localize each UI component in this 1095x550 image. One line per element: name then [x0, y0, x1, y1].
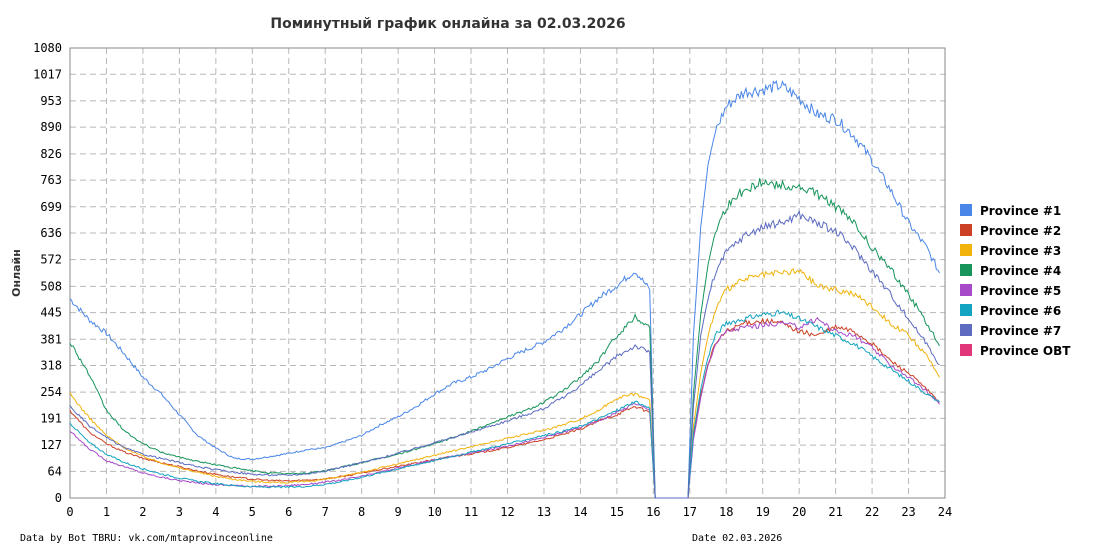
legend-label: Province #4: [980, 264, 1061, 278]
plot-frame: [69, 47, 946, 499]
series-line: [69, 178, 940, 499]
x-tick-label: 5: [249, 505, 256, 519]
y-tick-label: 127: [40, 438, 62, 452]
series-line: [69, 267, 940, 499]
legend-swatch: [960, 204, 972, 216]
legend-swatch: [960, 304, 972, 316]
x-tick-label: 1: [103, 505, 110, 519]
grid: [70, 47, 945, 498]
legend-label: Province #2: [980, 224, 1061, 238]
x-tick-label: 17: [683, 505, 697, 519]
y-axis-ticks: 0 64 127 191 254 318 381 445 508 572 636 699 763 826 8…: [33, 41, 62, 505]
x-tick-label: 9: [395, 505, 402, 519]
y-tick-label: 572: [40, 253, 62, 267]
x-tick-label: 11: [464, 505, 478, 519]
legend: Province #1 Province #2 Province #3 Provinc…: [960, 204, 1071, 358]
y-tick-label: 890: [40, 120, 62, 134]
legend-swatch: [960, 324, 972, 336]
legend-label: Province #6: [980, 304, 1061, 318]
legend-swatch: [960, 264, 972, 276]
x-tick-label: 15: [610, 505, 624, 519]
x-tick-label: 19: [755, 505, 769, 519]
x-tick-label: 0: [66, 505, 73, 519]
y-tick-label: 763: [40, 173, 62, 187]
y-tick-label: 64: [48, 464, 62, 478]
x-tick-label: 20: [792, 505, 806, 519]
x-tick-label: 21: [828, 505, 842, 519]
x-tick-label: 10: [427, 505, 441, 519]
legend-label: Province #1: [980, 204, 1061, 218]
y-tick-label: 1080: [33, 41, 62, 55]
legend-label: Province #3: [980, 244, 1061, 258]
series-line: [69, 317, 940, 499]
x-tick-label: 12: [500, 505, 514, 519]
x-tick-label: 8: [358, 505, 365, 519]
x-tick-label: 4: [212, 505, 219, 519]
y-tick-label: 826: [40, 147, 62, 161]
x-tick-label: 3: [176, 505, 183, 519]
x-tick-label: 24: [938, 505, 952, 519]
y-tick-label: 953: [40, 94, 62, 108]
x-tick-label: 22: [865, 505, 879, 519]
chart-title: Поминутный график онлайна за 02.03.2026: [270, 16, 625, 32]
y-tick-label: 445: [40, 306, 62, 320]
legend-label: Province OBT: [980, 344, 1071, 358]
x-tick-label: 13: [537, 505, 551, 519]
legend-swatch: [960, 344, 972, 356]
legend-swatch: [960, 284, 972, 296]
footer-date: Date 02.03.2026: [692, 533, 782, 544]
x-axis-ticks: 0 1 2 3 4 5 6 7 8 9 10 11 12 13 14 15 16 17 18 19 20 21 22 23 24: [66, 505, 952, 519]
y-tick-label: 381: [40, 332, 62, 346]
y-tick-label: 699: [40, 200, 62, 214]
y-tick-label: 318: [40, 359, 62, 373]
y-tick-label: 508: [40, 279, 62, 293]
x-tick-label: 18: [719, 505, 733, 519]
x-tick-label: 14: [573, 505, 587, 519]
y-tick-label: 1017: [33, 67, 62, 81]
y-axis-label: Онлайн: [10, 249, 23, 297]
series-lines: [69, 79, 940, 499]
footer-credit: Data by Bot TBRU: vk.com/mtaprovinceonli…: [20, 533, 273, 544]
legend-label: Province #7: [980, 324, 1061, 338]
x-tick-label: 16: [646, 505, 660, 519]
y-tick-label: 254: [40, 385, 62, 399]
y-tick-label: 0: [55, 491, 62, 505]
x-tick-label: 23: [901, 505, 915, 519]
x-tick-label: 6: [285, 505, 292, 519]
x-tick-label: 7: [322, 505, 329, 519]
series-line: [69, 209, 940, 499]
series-line: [69, 79, 940, 499]
legend-swatch: [960, 244, 972, 256]
x-tick-label: 2: [139, 505, 146, 519]
series-line: [69, 317, 940, 499]
legend-swatch: [960, 224, 972, 236]
y-tick-label: 636: [40, 226, 62, 240]
series-line: [69, 309, 940, 499]
y-tick-label: 191: [40, 411, 62, 425]
legend-label: Province #5: [980, 284, 1061, 298]
